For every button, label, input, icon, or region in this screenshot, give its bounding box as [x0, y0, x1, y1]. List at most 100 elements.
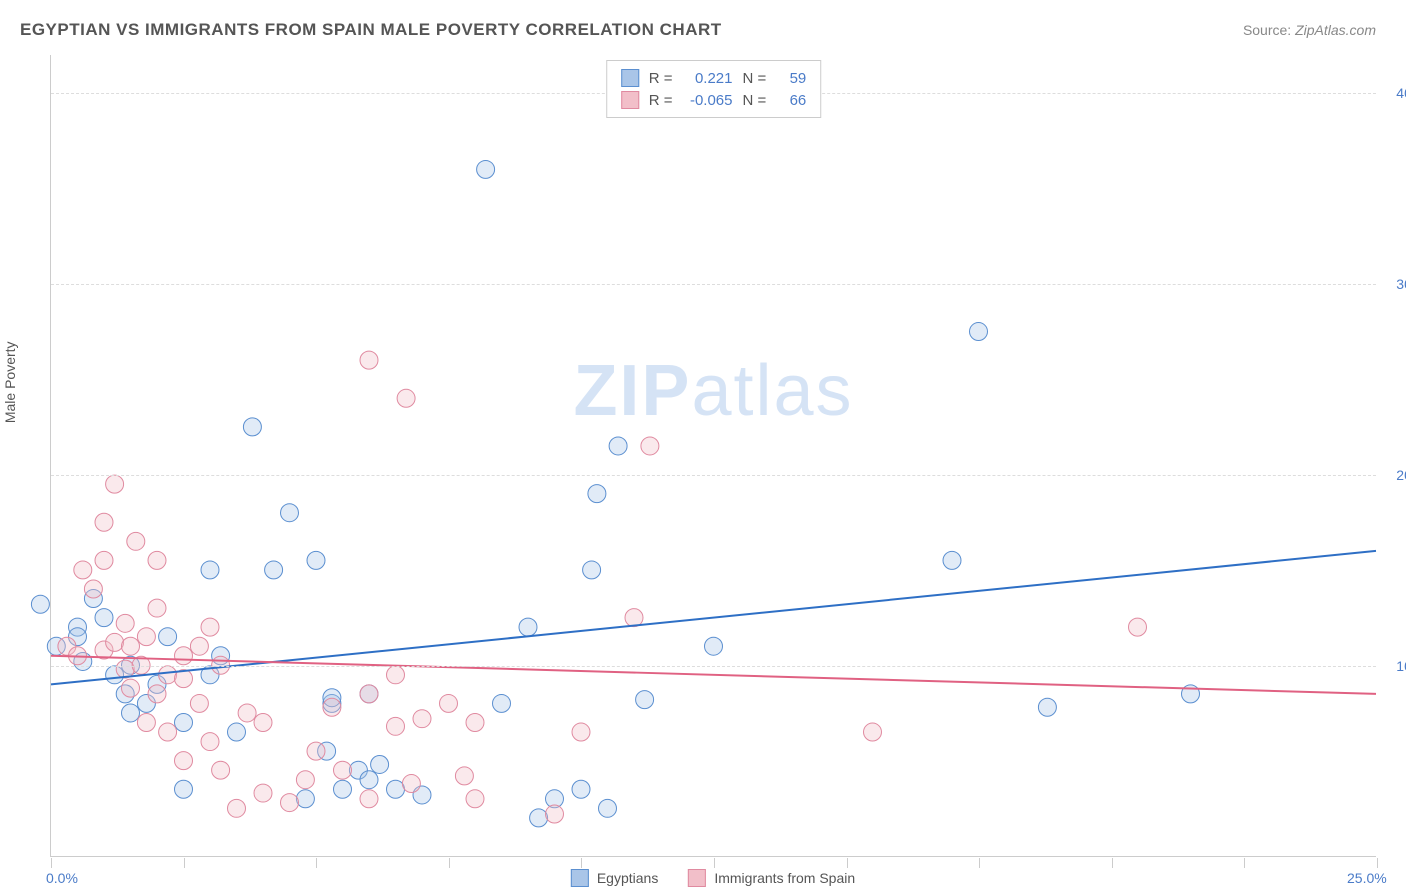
data-point — [228, 723, 246, 741]
source-value: ZipAtlas.com — [1295, 22, 1376, 38]
n-value: 59 — [776, 70, 806, 87]
r-value: 0.221 — [683, 70, 733, 87]
y-tick-label: 20.0% — [1396, 467, 1406, 483]
legend-swatch — [621, 91, 639, 109]
x-tick — [184, 858, 185, 868]
data-point — [137, 628, 155, 646]
data-point — [397, 389, 415, 407]
data-point — [334, 761, 352, 779]
data-point — [360, 771, 378, 789]
data-point — [705, 637, 723, 655]
trend-line — [51, 551, 1376, 685]
data-point — [530, 809, 548, 827]
legend-swatch — [688, 869, 706, 887]
data-point — [148, 599, 166, 617]
source-label: Source: — [1243, 22, 1291, 38]
y-axis-title: Male Poverty — [2, 341, 18, 423]
data-point — [265, 561, 283, 579]
data-point — [95, 551, 113, 569]
x-tick-label: 25.0% — [1347, 870, 1387, 886]
y-tick-label: 10.0% — [1396, 658, 1406, 674]
data-point — [625, 609, 643, 627]
data-point — [175, 714, 193, 732]
gridline — [51, 475, 1376, 476]
data-point — [588, 485, 606, 503]
legend-row: R =-0.065N =66 — [621, 89, 807, 111]
data-point — [636, 691, 654, 709]
data-point — [95, 609, 113, 627]
data-point — [1038, 698, 1056, 716]
data-point — [970, 323, 988, 341]
data-point — [175, 752, 193, 770]
data-point — [175, 780, 193, 798]
data-point — [641, 437, 659, 455]
correlation-legend: R =0.221N =59R =-0.065N =66 — [606, 60, 822, 118]
data-point — [201, 561, 219, 579]
x-tick — [581, 858, 582, 868]
data-point — [84, 580, 102, 598]
data-point — [402, 775, 420, 793]
x-tick — [1244, 858, 1245, 868]
legend-row: R =0.221N =59 — [621, 67, 807, 89]
legend-swatch — [571, 869, 589, 887]
data-point — [190, 637, 208, 655]
data-point — [307, 742, 325, 760]
data-point — [281, 794, 299, 812]
legend-label: Egyptians — [597, 870, 658, 886]
legend-swatch — [621, 69, 639, 87]
x-tick — [449, 858, 450, 868]
n-label: N = — [743, 92, 767, 109]
data-point — [74, 561, 92, 579]
data-point — [440, 694, 458, 712]
x-tick — [1377, 858, 1378, 868]
data-point — [296, 790, 314, 808]
data-point — [95, 513, 113, 531]
data-point — [519, 618, 537, 636]
data-point — [477, 160, 495, 178]
data-point — [159, 666, 177, 684]
data-point — [307, 551, 325, 569]
data-point — [212, 761, 230, 779]
gridline — [51, 284, 1376, 285]
data-point — [583, 561, 601, 579]
data-point — [254, 714, 272, 732]
data-point — [296, 771, 314, 789]
x-tick — [51, 858, 52, 868]
data-point — [281, 504, 299, 522]
legend-item: Egyptians — [571, 869, 658, 887]
data-point — [137, 714, 155, 732]
data-point — [864, 723, 882, 741]
chart-container: Male Poverty ZIPatlas R =0.221N =59R =-0… — [50, 55, 1376, 857]
data-point — [572, 780, 590, 798]
data-point — [599, 799, 617, 817]
data-point — [387, 780, 405, 798]
data-point — [148, 551, 166, 569]
gridline — [51, 666, 1376, 667]
data-point — [159, 628, 177, 646]
data-point — [334, 780, 352, 798]
data-point — [466, 790, 484, 808]
data-point — [31, 595, 49, 613]
data-point — [116, 614, 134, 632]
data-point — [148, 685, 166, 703]
data-point — [455, 767, 473, 785]
series-legend: EgyptiansImmigrants from Spain — [571, 869, 855, 887]
y-tick-label: 40.0% — [1396, 85, 1406, 101]
x-tick-label: 0.0% — [46, 870, 78, 886]
data-point — [238, 704, 256, 722]
data-point — [201, 618, 219, 636]
data-point — [413, 710, 431, 728]
data-point — [360, 685, 378, 703]
data-point — [201, 733, 219, 751]
data-point — [159, 723, 177, 741]
x-tick — [979, 858, 980, 868]
data-point — [1129, 618, 1147, 636]
data-point — [106, 633, 124, 651]
plot-svg — [51, 55, 1376, 856]
data-point — [175, 647, 193, 665]
data-point — [360, 790, 378, 808]
x-tick — [714, 858, 715, 868]
data-point — [371, 755, 389, 773]
y-tick-label: 30.0% — [1396, 276, 1406, 292]
data-point — [466, 714, 484, 732]
